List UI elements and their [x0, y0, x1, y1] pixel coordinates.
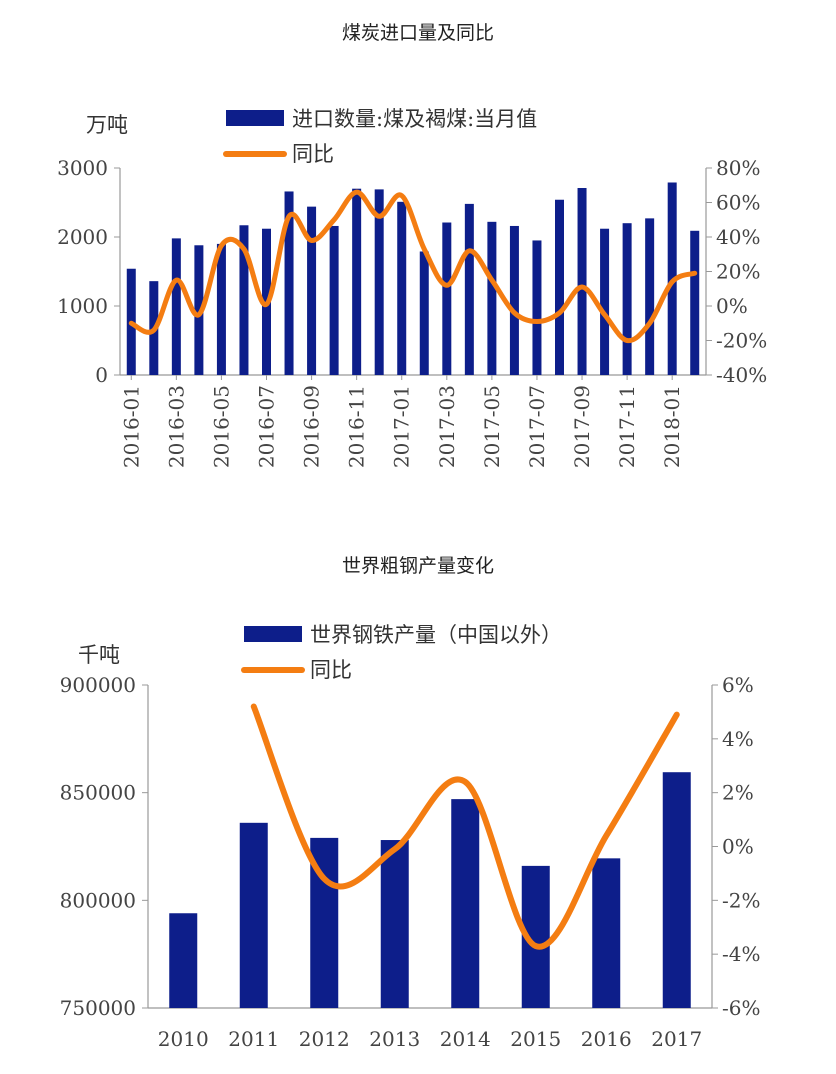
x-tick-label: 2016-01 — [119, 385, 143, 468]
bar — [171, 238, 181, 375]
bar — [690, 230, 700, 375]
bar — [216, 243, 226, 375]
bar — [169, 913, 198, 1008]
right-tick-label: -20% — [716, 329, 767, 353]
legend-bar-swatch — [244, 626, 302, 642]
bar — [352, 188, 362, 375]
x-tick-label: 2017-05 — [480, 385, 504, 468]
left-tick-label: 2000 — [57, 225, 108, 249]
right-tick-label: 6% — [722, 673, 754, 697]
bar — [532, 240, 542, 375]
right-tick-label: 0% — [722, 835, 754, 859]
bar — [555, 199, 564, 375]
bar — [662, 772, 691, 1008]
bar — [239, 225, 249, 375]
right-tick-label: -40% — [716, 363, 767, 387]
bar — [464, 203, 474, 375]
x-tick-label: 2017 — [651, 1027, 702, 1051]
x-tick-label: 2016 — [581, 1027, 632, 1051]
x-tick-label: 2016-03 — [164, 385, 188, 468]
right-tick-label: -6% — [722, 996, 761, 1020]
bar — [284, 191, 294, 375]
left-axis-unit: 千吨 — [78, 643, 120, 667]
left-tick-label: 750000 — [60, 996, 136, 1020]
bar — [307, 206, 317, 375]
bar — [194, 245, 204, 375]
x-tick-label: 2016-09 — [300, 385, 324, 468]
right-tick-label: 0% — [716, 294, 748, 318]
bar — [622, 223, 632, 375]
x-tick-label: 2016-07 — [255, 385, 279, 468]
x-tick-label: 2011 — [228, 1027, 279, 1051]
bar — [329, 225, 339, 375]
right-tick-label: 4% — [722, 727, 754, 751]
left-tick-label: 900000 — [60, 673, 136, 697]
legend-line-label: 同比 — [310, 658, 352, 682]
bar — [442, 222, 452, 375]
legend-bar-label: 进口数量:煤及褐煤:当月值 — [292, 107, 537, 131]
x-tick-label: 2017-03 — [435, 385, 459, 468]
steel-production-chart: 750000 800000 850000 900000 -6% -4% -2% 0% 2% 4% 6… — [60, 623, 761, 1051]
left-tick-label: 850000 — [60, 781, 136, 805]
bar — [419, 251, 429, 375]
bar — [239, 822, 268, 1008]
x-tick-label: 2014 — [440, 1027, 491, 1051]
coal-import-chart: 0 1000 2000 3000 -40% -20% 0% 20% 40% 60% 80% 万吨 201… — [57, 107, 767, 468]
right-tick-label: 20% — [716, 260, 760, 284]
left-axis-unit: 万吨 — [86, 113, 128, 137]
x-tick-label: 2017-09 — [570, 385, 594, 468]
x-tick-label: 2013 — [369, 1027, 420, 1051]
x-tick-label: 2017-07 — [525, 385, 549, 468]
left-tick-label: 3000 — [57, 156, 108, 180]
bar — [397, 201, 407, 375]
right-tick-label: 60% — [716, 191, 760, 215]
legend-line-label: 同比 — [292, 142, 334, 166]
x-tick-label: 2016-11 — [345, 385, 369, 468]
right-tick-label: 2% — [722, 781, 754, 805]
bar — [577, 188, 587, 375]
legend-bar-label: 世界钢铁产量（中国以外） — [310, 623, 562, 647]
bar — [592, 858, 621, 1008]
x-tick-label: 2010 — [158, 1027, 209, 1051]
x-tick-label: 2015 — [510, 1027, 561, 1051]
right-tick-label: 80% — [716, 156, 760, 180]
chart-title-steel: 世界粗钢产量变化 — [341, 555, 494, 577]
x-tick-label: 2012 — [299, 1027, 350, 1051]
bar — [487, 221, 497, 375]
right-tick-label: -2% — [722, 888, 761, 912]
left-tick-label: 1000 — [57, 294, 108, 318]
bar — [451, 799, 480, 1008]
yoy-line — [128, 189, 698, 344]
x-tick-label: 2017-01 — [390, 385, 414, 468]
legend-bar-swatch — [226, 110, 284, 126]
bar — [600, 228, 610, 375]
x-tick-label: 2016-05 — [209, 385, 233, 468]
right-tick-label: 40% — [716, 225, 760, 249]
bar — [374, 189, 384, 375]
right-tick-label: -4% — [722, 942, 761, 966]
bar — [380, 840, 409, 1008]
bar — [509, 225, 519, 375]
x-tick-label: 2018-01 — [660, 385, 684, 468]
left-tick-label: 800000 — [60, 888, 136, 912]
bar — [645, 218, 655, 375]
chart-title-coal: 煤炭进口量及同比 — [341, 22, 494, 44]
left-tick-label: 0 — [95, 363, 108, 387]
x-tick-label: 2017-11 — [615, 385, 639, 468]
